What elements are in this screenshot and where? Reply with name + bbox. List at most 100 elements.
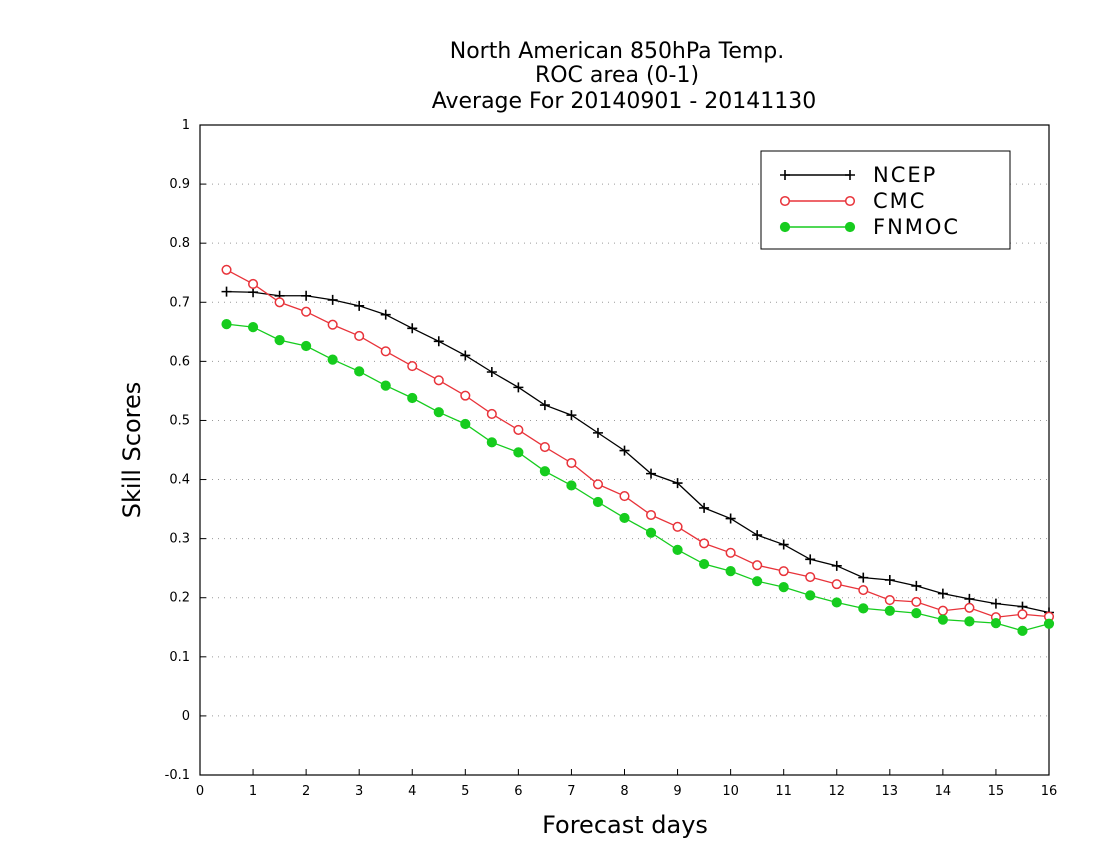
data-point-ncep bbox=[407, 323, 418, 334]
data-point-fnmoc bbox=[1043, 618, 1055, 629]
x-tick-label: 8 bbox=[620, 784, 628, 799]
data-point-cmc bbox=[433, 375, 444, 386]
data-point-fnmoc bbox=[486, 437, 497, 448]
data-point-ncep bbox=[486, 367, 497, 377]
data-point-ncep bbox=[380, 309, 391, 320]
data-point-ncep bbox=[592, 427, 603, 438]
data-point-ncep bbox=[778, 539, 789, 550]
data-point-fnmoc bbox=[513, 447, 524, 458]
legend-item-cmc: CMC bbox=[779, 189, 926, 213]
y-tick-label: 0 bbox=[182, 709, 190, 724]
data-point-fnmoc bbox=[221, 319, 232, 330]
data-point-cmc bbox=[858, 584, 869, 596]
data-point-ncep bbox=[539, 400, 550, 411]
data-point-fnmoc bbox=[354, 366, 365, 377]
data-point-cmc bbox=[539, 441, 550, 453]
legend-item-ncep: NCEP bbox=[780, 163, 937, 187]
data-point-fnmoc bbox=[831, 597, 842, 608]
series-layer bbox=[221, 264, 1055, 636]
data-point-fnmoc bbox=[407, 392, 418, 404]
data-point-fnmoc bbox=[274, 334, 285, 346]
data-point-ncep bbox=[460, 350, 471, 361]
data-point-cmc bbox=[248, 278, 259, 290]
data-point-fnmoc bbox=[433, 407, 444, 418]
data-point-ncep bbox=[752, 530, 763, 541]
data-point-ncep bbox=[964, 593, 975, 604]
legend-item-fnmoc: FNMOC bbox=[779, 215, 960, 239]
legend-marker-cmc bbox=[779, 195, 791, 207]
y-tick-label: -0.1 bbox=[165, 768, 190, 783]
data-point-ncep bbox=[911, 580, 922, 591]
data-point-cmc bbox=[911, 596, 922, 607]
data-point-cmc bbox=[566, 457, 577, 469]
data-point-fnmoc bbox=[752, 576, 763, 587]
legend-marker-cmc bbox=[844, 195, 856, 207]
data-point-cmc bbox=[274, 297, 285, 308]
x-tick-label: 4 bbox=[408, 784, 416, 799]
data-point-fnmoc bbox=[725, 566, 736, 577]
legend-marker-fnmoc bbox=[844, 221, 856, 233]
data-point-ncep bbox=[354, 300, 365, 311]
data-point-fnmoc bbox=[592, 496, 604, 508]
data-point-ncep bbox=[990, 598, 1001, 609]
data-point-cmc bbox=[619, 491, 630, 502]
legend-label-ncep: NCEP bbox=[873, 163, 937, 187]
series-ncep bbox=[221, 286, 1054, 618]
data-point-ncep bbox=[725, 513, 736, 524]
data-point-fnmoc bbox=[911, 607, 922, 619]
data-point-ncep bbox=[433, 336, 444, 347]
x-tick-label: 10 bbox=[722, 784, 739, 799]
data-point-fnmoc bbox=[937, 614, 948, 625]
data-point-ncep bbox=[672, 478, 683, 489]
data-point-ncep bbox=[619, 445, 630, 456]
x-tick-label: 1 bbox=[249, 784, 257, 799]
data-point-fnmoc bbox=[247, 321, 259, 333]
data-point-fnmoc bbox=[566, 480, 577, 491]
data-point-ncep bbox=[221, 286, 232, 297]
data-point-cmc bbox=[592, 479, 604, 490]
x-tick-label: 12 bbox=[828, 784, 845, 799]
data-point-cmc bbox=[725, 547, 736, 558]
x-tick-label: 11 bbox=[775, 784, 792, 799]
data-point-ncep bbox=[699, 502, 710, 513]
legend-label-fnmoc: FNMOC bbox=[873, 215, 960, 239]
data-point-cmc bbox=[778, 566, 789, 577]
data-point-fnmoc bbox=[672, 544, 683, 555]
legend-marker-fnmoc bbox=[779, 221, 791, 233]
series-line-fnmoc bbox=[226, 323, 1050, 632]
data-point-cmc bbox=[752, 560, 763, 571]
data-point-cmc bbox=[460, 390, 471, 401]
data-point-ncep bbox=[884, 575, 895, 585]
data-point-cmc bbox=[380, 346, 391, 357]
legend-label-cmc: CMC bbox=[873, 189, 926, 213]
data-point-cmc bbox=[513, 424, 524, 435]
data-point-ncep bbox=[566, 410, 577, 421]
x-tick-label: 13 bbox=[882, 784, 899, 799]
data-point-cmc bbox=[327, 319, 338, 330]
x-axis-label: Forecast days bbox=[542, 811, 708, 839]
series-fnmoc bbox=[221, 319, 1055, 636]
chart-title-line-3: Average For 20140901 - 20141130 bbox=[432, 89, 817, 114]
data-point-cmc bbox=[301, 306, 312, 317]
y-tick-label: 1 bbox=[182, 118, 190, 133]
data-point-ncep bbox=[937, 588, 948, 599]
data-point-cmc bbox=[221, 264, 232, 275]
data-point-ncep bbox=[513, 382, 524, 393]
data-point-fnmoc bbox=[990, 618, 1002, 629]
x-tick-label: 3 bbox=[355, 784, 363, 799]
x-tick-label: 0 bbox=[196, 784, 204, 799]
legend-marker-ncep bbox=[845, 170, 855, 180]
data-point-fnmoc bbox=[327, 354, 338, 365]
data-point-cmc bbox=[672, 521, 683, 532]
chart-title-line-2: ROC area (0-1) bbox=[535, 63, 699, 88]
data-point-cmc bbox=[645, 509, 657, 521]
data-point-cmc bbox=[699, 538, 710, 549]
data-point-fnmoc bbox=[460, 418, 471, 430]
data-point-cmc bbox=[964, 602, 975, 613]
y-tick-label: 0.4 bbox=[169, 473, 190, 488]
data-point-ncep bbox=[858, 572, 869, 583]
data-point-fnmoc bbox=[1017, 625, 1028, 636]
data-point-fnmoc bbox=[778, 581, 789, 593]
y-tick-label: 0.9 bbox=[169, 177, 190, 192]
data-point-cmc bbox=[937, 605, 948, 616]
